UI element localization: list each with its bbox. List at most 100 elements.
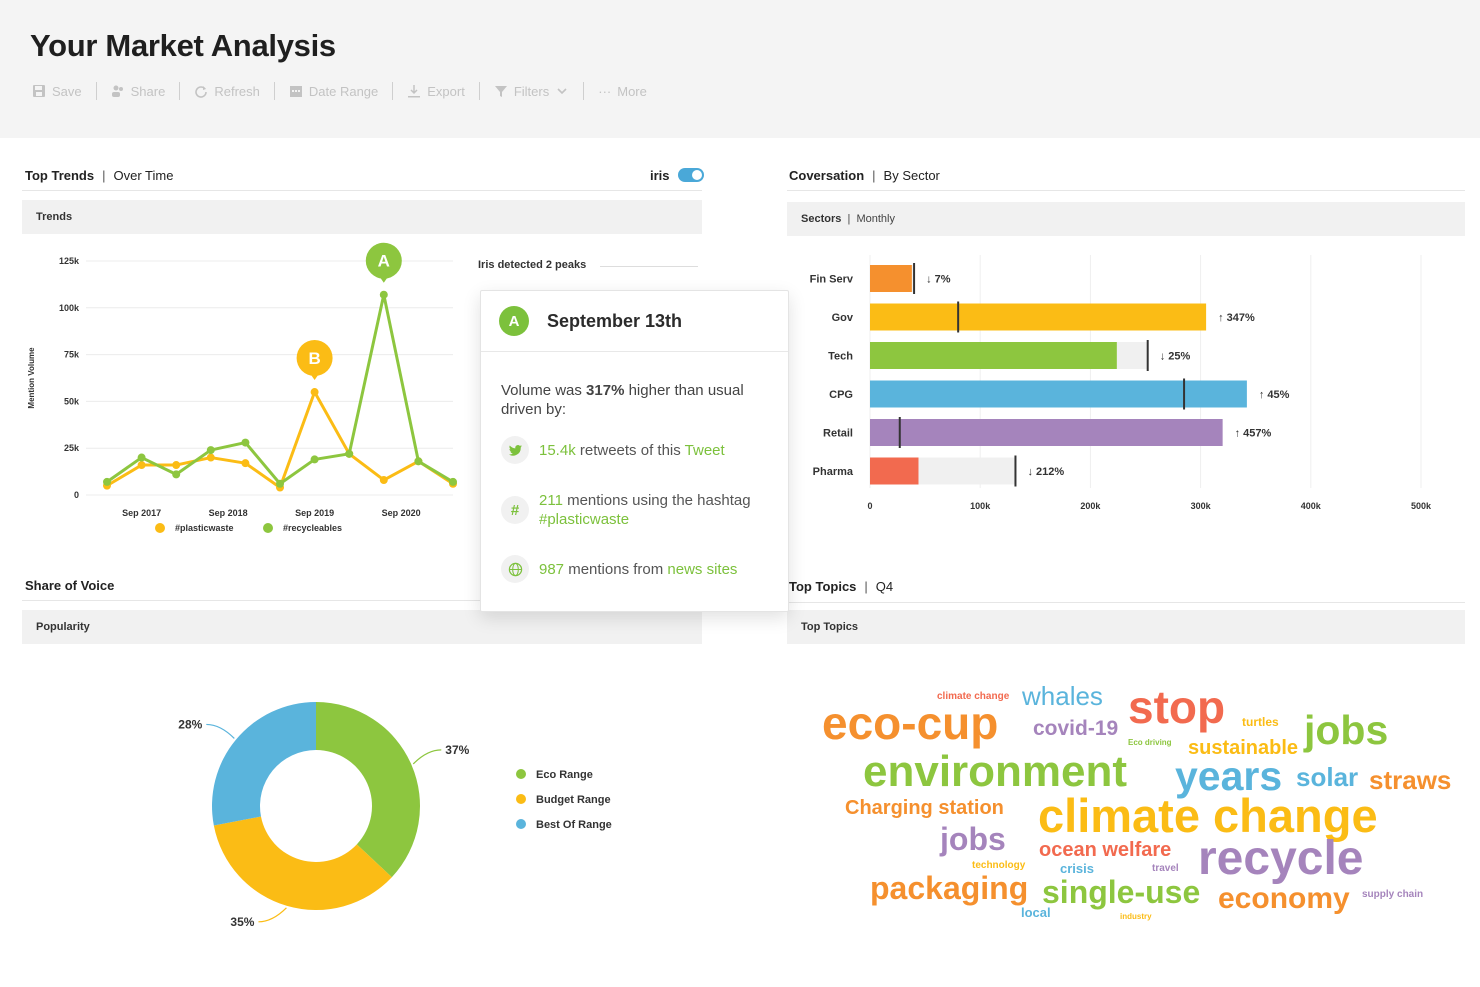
legend-label: #plasticwaste — [175, 523, 234, 533]
data-point — [137, 453, 146, 462]
legend-swatch — [516, 769, 526, 779]
hashtag-link[interactable]: #plasticwaste — [539, 511, 630, 528]
popup-header: A September 13th — [481, 291, 788, 352]
word-cloud-term[interactable]: sustainable — [1188, 737, 1299, 759]
word-cloud-term[interactable]: environment — [863, 747, 1128, 796]
y-tick-label: 75k — [64, 350, 80, 360]
toolbar-divider — [95, 82, 97, 100]
word-cloud-term[interactable]: industry — [1120, 912, 1152, 921]
word-cloud-term[interactable]: stop — [1128, 681, 1226, 733]
word-cloud-term[interactable]: jobs — [940, 821, 1006, 857]
data-point — [172, 470, 181, 479]
word-cloud-term[interactable]: supply chain — [1362, 889, 1424, 900]
change-label: ↓ 212% — [1027, 466, 1064, 478]
change-label: ↑ 347% — [1218, 312, 1255, 324]
popup-message-pre: Volume was — [501, 382, 587, 399]
peak-marker-label: B — [308, 349, 320, 368]
peak-badge: A — [499, 306, 529, 336]
change-label: ↑ 457% — [1235, 428, 1272, 440]
donut-slice — [213, 816, 392, 911]
y-tick-label: 50k — [64, 396, 80, 406]
data-point — [310, 455, 319, 464]
legend-swatch — [516, 794, 526, 804]
refresh-button[interactable]: Refresh — [194, 84, 260, 99]
word-cloud-term[interactable]: recycle — [1198, 832, 1364, 885]
popup-message: Volume was 317% higher than usual driven… — [501, 381, 761, 419]
refresh-icon — [195, 86, 208, 98]
bar-remainder — [911, 265, 915, 292]
word-cloud-term[interactable]: crisis — [1060, 861, 1094, 876]
popularity-subbar: Popularity — [22, 610, 702, 644]
word-cloud-term[interactable]: Charging station — [845, 797, 1004, 819]
category-label: CPG — [829, 389, 853, 401]
data-point — [379, 290, 388, 299]
export-button[interactable]: Export — [407, 84, 465, 99]
word-cloud-term[interactable]: straws — [1369, 765, 1452, 795]
peaks-label: Iris detected 2 peaks — [478, 259, 587, 271]
bar — [870, 380, 1247, 408]
word-cloud-term[interactable]: economy — [1218, 882, 1350, 915]
word-cloud-term[interactable]: whales — [1022, 681, 1103, 711]
filters-label: Filters — [513, 83, 550, 99]
hashtag-row: # 211 mentions using the hashtag #plasti… — [501, 491, 769, 529]
save-button[interactable]: Save — [32, 84, 82, 99]
download-icon — [408, 85, 421, 98]
word-cloud-term[interactable]: climate change — [937, 691, 1010, 702]
word-cloud-term[interactable]: Eco driving — [1128, 738, 1172, 747]
save-label: Save — [52, 83, 82, 99]
more-button[interactable]: ··· More — [598, 84, 647, 99]
x-tick-label: Sep 2019 — [295, 508, 334, 518]
category-label: Retail — [823, 428, 853, 440]
toolbar-divider — [392, 82, 394, 100]
popup-message-post: higher than usual driven by: — [501, 382, 744, 418]
y-tick-label: 25k — [64, 443, 80, 453]
word-cloud-term[interactable]: climate change — [1038, 789, 1378, 842]
slice-value-label: 37% — [445, 743, 469, 757]
news-row: 987 mentions from news sites — [501, 555, 737, 583]
peak-marker-label: A — [378, 252, 390, 271]
filters-dropdown[interactable]: Filters — [494, 84, 569, 99]
filter-icon — [494, 86, 507, 97]
x-tick-label: 500k — [1411, 501, 1432, 511]
sector-bar-chart: 0 100k 200k 300k 400k 500k Fin Serv ↓ 7% Gov ↑ 34… — [810, 255, 1432, 511]
leader-line — [258, 907, 287, 923]
category-label: Gov — [832, 312, 854, 324]
word-cloud-term[interactable]: jobs — [1304, 707, 1389, 753]
share-button[interactable]: Share — [111, 83, 166, 99]
word-cloud-term[interactable]: single-use — [1042, 874, 1201, 910]
bar — [870, 265, 912, 292]
word-cloud-term[interactable]: local — [1021, 905, 1051, 920]
refresh-label: Refresh — [214, 83, 260, 99]
word-cloud-term[interactable]: ocean welfare — [1039, 839, 1172, 861]
category-label: Pharma — [813, 466, 854, 478]
word-cloud-term[interactable]: travel — [1152, 863, 1179, 874]
word-cloud-term[interactable]: covid-19 — [1033, 717, 1119, 740]
y-tick-label: 100k — [59, 303, 80, 313]
word-cloud-term[interactable]: years — [1175, 753, 1283, 799]
date-range-button[interactable]: Date Range — [289, 84, 378, 99]
data-point — [241, 438, 250, 447]
retweets-count: 15.4k — [539, 441, 576, 459]
news-link[interactable]: news sites — [667, 560, 738, 578]
hashtag-count: 211 — [539, 492, 563, 509]
bar-remainder — [918, 457, 1016, 485]
x-tick-label: 100k — [970, 501, 991, 511]
y-axis-label: Mention Volume — [27, 347, 36, 409]
word-cloud-term[interactable]: technology — [972, 860, 1026, 871]
word-cloud-term[interactable]: packaging — [870, 870, 1029, 906]
hashtag-label: mentions using the hashtag — [562, 492, 751, 509]
iris-toggle[interactable] — [678, 168, 704, 182]
data-point — [310, 388, 319, 397]
sectors-subbar: Sectors | Monthly — [787, 202, 1465, 236]
x-tick-label: Sep 2017 — [122, 508, 161, 518]
divider — [600, 266, 698, 267]
word-cloud-term[interactable]: solar — [1296, 762, 1359, 792]
x-tick-label: 0 — [867, 501, 872, 511]
slice-value-label: 35% — [230, 915, 254, 929]
donut-slice — [212, 702, 316, 826]
tweet-link[interactable]: Tweet — [684, 441, 725, 459]
word-cloud-term[interactable]: eco-cup — [822, 697, 999, 749]
share-label: Share — [130, 83, 166, 99]
word-cloud-term[interactable]: turtles — [1242, 715, 1279, 729]
popup-message-percent: 317% — [586, 382, 625, 399]
